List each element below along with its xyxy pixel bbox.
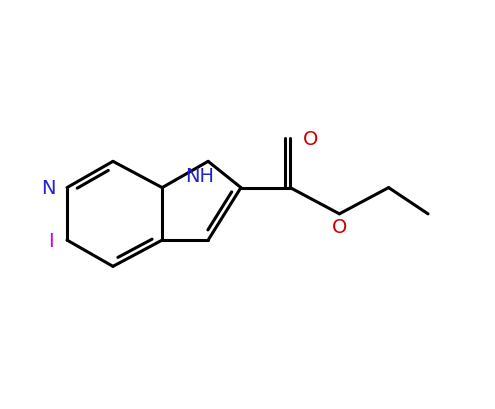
- Text: O: O: [303, 130, 319, 148]
- Text: NH: NH: [185, 167, 214, 186]
- Text: I: I: [49, 231, 54, 250]
- Text: O: O: [332, 218, 347, 237]
- Text: N: N: [41, 179, 55, 198]
